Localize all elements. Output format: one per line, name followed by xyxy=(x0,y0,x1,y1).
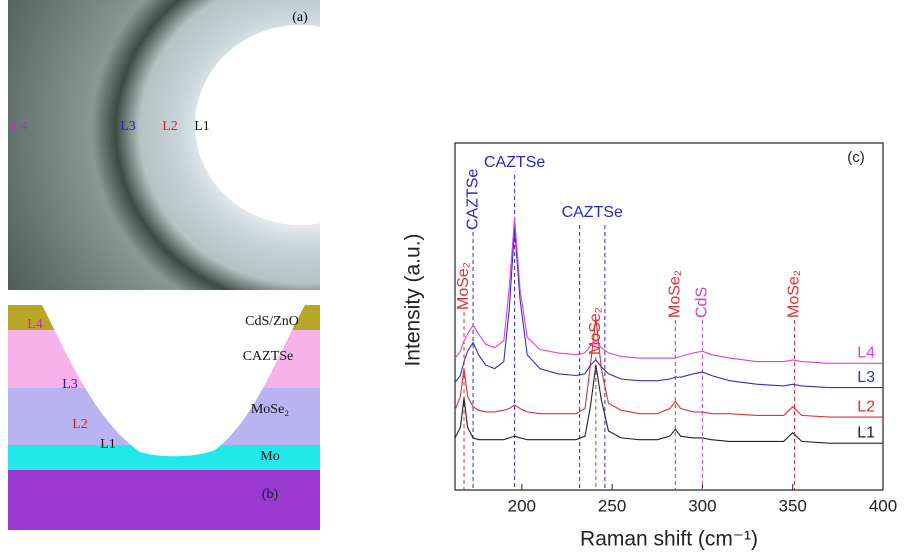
layer-label: Mo xyxy=(260,449,279,464)
peak-label: MoSe₂ xyxy=(455,262,472,310)
region-label: L3 xyxy=(62,377,78,392)
x-tick-label: 250 xyxy=(598,496,626,515)
x-tick-label: 200 xyxy=(508,496,536,515)
x-tick-label: 300 xyxy=(688,496,716,515)
layer-label: CdS/ZnO xyxy=(245,314,299,329)
panel-label: (b) xyxy=(262,487,279,502)
region-label: L1 xyxy=(194,119,210,134)
legend-label: L3 xyxy=(857,369,875,386)
peak-label: MoSe₂ xyxy=(786,270,803,318)
legend-label: L4 xyxy=(857,345,875,362)
region-label: L4 xyxy=(27,317,43,332)
peak-label: CAZTSe xyxy=(464,169,481,230)
spectrum-line xyxy=(455,318,883,417)
crater-center xyxy=(195,25,405,225)
peak-label: CAZTSe xyxy=(562,204,623,221)
panel-a xyxy=(8,0,405,290)
x-tick-label: 400 xyxy=(869,496,897,515)
legend-label: L2 xyxy=(857,398,875,415)
y-axis-label: Intensity (a.u.) xyxy=(402,233,425,366)
layer-label: MoSe₂ xyxy=(251,402,289,417)
spectrum-line xyxy=(455,365,883,443)
peak-label: CAZTSe xyxy=(484,154,545,171)
region-label: L4 xyxy=(12,119,28,134)
panel-label: (a) xyxy=(292,10,308,25)
panel-label: (c) xyxy=(847,149,865,166)
layer-label: CAZTSe xyxy=(243,349,294,364)
x-axis-label: Raman shift (cm⁻¹) xyxy=(580,528,758,551)
peak-label: MoSe₂ xyxy=(667,270,684,318)
region-label: L1 xyxy=(100,437,116,452)
figure: (a) L4 L3 L2 L1 CdS/ZnO CAZTSe MoSe₂ Mo (b) L4 L3 L2… xyxy=(0,0,904,558)
region-label: L3 xyxy=(120,119,136,134)
peak-label: CdS xyxy=(694,287,711,318)
region-label: L2 xyxy=(162,119,178,134)
region-label: L2 xyxy=(72,417,88,432)
x-tick-label: 350 xyxy=(779,496,807,515)
legend-label: L1 xyxy=(857,424,875,441)
